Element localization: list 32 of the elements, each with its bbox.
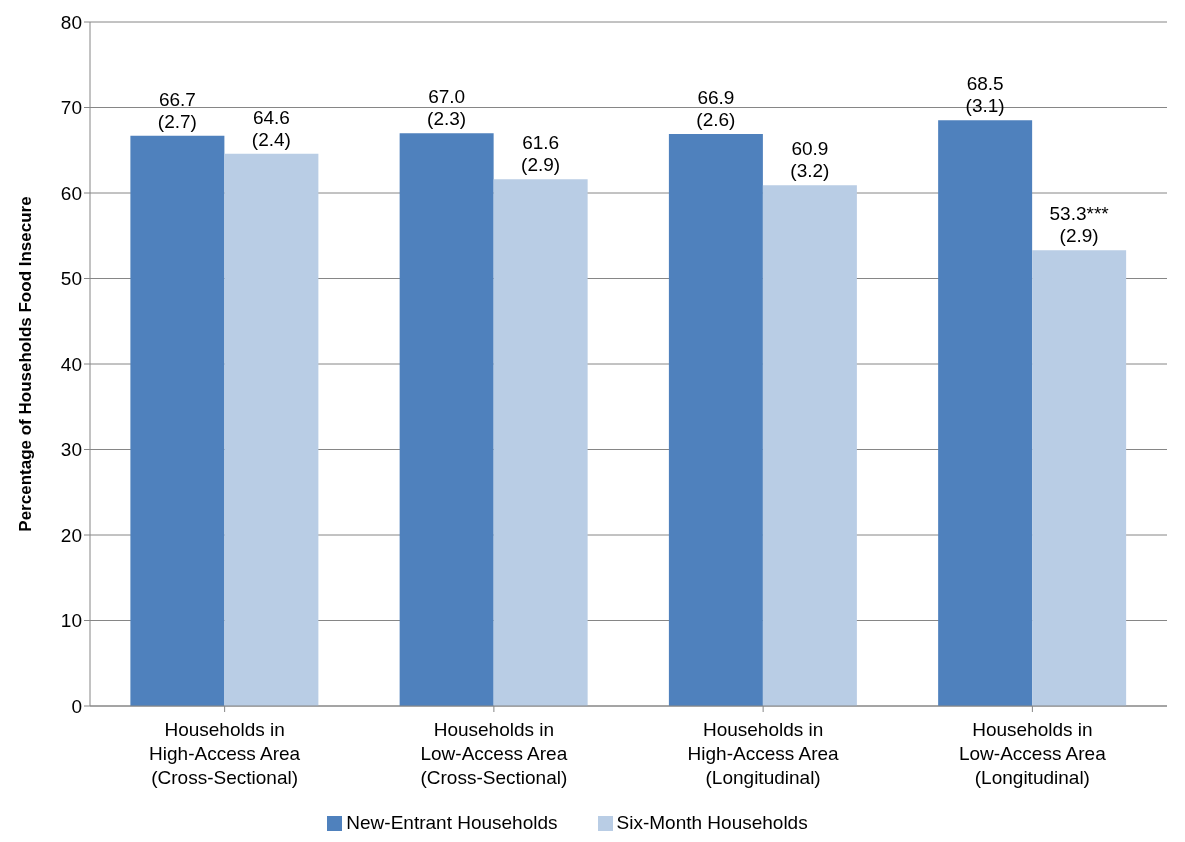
y-tick-label: 70 bbox=[60, 97, 82, 119]
x-tick-label: Households in Low-Access Area (Longitudinal) bbox=[958, 719, 1107, 788]
legend-label: Six-Month Households bbox=[616, 812, 808, 833]
data-label: 61.6 (2.9) bbox=[521, 132, 561, 176]
y-tick-label: 0 bbox=[71, 695, 82, 717]
x-tick-label: Households in High-Access Area (Cross-Sectional) bbox=[149, 719, 301, 788]
x-tick-label: Households in Low-Access Area (Cross-Sectional) bbox=[420, 719, 568, 788]
bar bbox=[493, 179, 588, 706]
data-label: 64.6 (2.4) bbox=[251, 106, 291, 150]
data-label: 66.9 (2.6) bbox=[696, 87, 736, 131]
bar bbox=[1032, 250, 1127, 706]
y-tick-label: 50 bbox=[60, 268, 82, 290]
data-label: 67.0 (2.3) bbox=[427, 86, 467, 130]
bar bbox=[668, 134, 763, 706]
y-tick-label: 80 bbox=[60, 11, 82, 33]
legend-label: New-Entrant Households bbox=[346, 812, 558, 833]
data-label: 53.3*** (2.9) bbox=[1049, 203, 1110, 247]
data-label: 60.9 (3.2) bbox=[790, 138, 830, 182]
bar bbox=[399, 133, 494, 706]
y-tick-label: 60 bbox=[60, 182, 82, 204]
y-tick-label: 20 bbox=[60, 524, 82, 546]
y-tick-label: 40 bbox=[60, 353, 82, 375]
bar bbox=[762, 185, 857, 706]
y-tick-label: 30 bbox=[60, 439, 82, 461]
y-axis-title: Percentage of Households Food Insecure bbox=[16, 196, 36, 532]
y-tick-label: 10 bbox=[60, 610, 82, 632]
data-label: 68.5 (3.1) bbox=[965, 73, 1005, 117]
data-label: 66.7 (2.7) bbox=[157, 88, 197, 132]
bar bbox=[938, 120, 1033, 706]
bar bbox=[130, 135, 225, 706]
x-tick-label: Households in High-Access Area (Longitudinal) bbox=[687, 719, 840, 788]
bar bbox=[224, 153, 319, 706]
